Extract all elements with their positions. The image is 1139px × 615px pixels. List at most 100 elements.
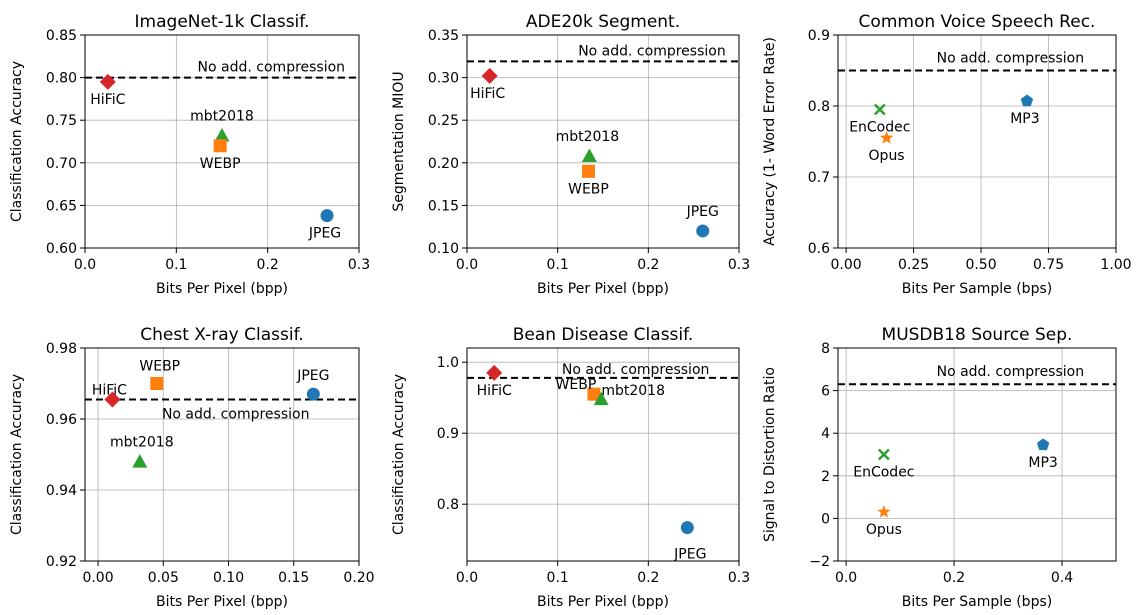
chart-title: ImageNet-1k Classif. [135, 12, 310, 32]
reference-line-label: No add. compression [198, 60, 346, 76]
y-tick-label: 0.8 [808, 99, 830, 115]
point-webp [587, 387, 601, 401]
y-tick-label: 0.92 [46, 554, 77, 570]
point-mbt2018 [581, 148, 597, 162]
x-tick-label: 0.10 [213, 570, 244, 586]
x-tick-label: 0.00 [82, 570, 113, 586]
x-tick-label: 0.3 [348, 257, 370, 273]
x-tick-label: 0.20 [343, 570, 374, 586]
x-axis-label: Bits Per Sample (bps) [902, 281, 1052, 297]
panel-1: No add. compression HiFiC mbt2018 WEBP JPEG 0… [9, 12, 370, 297]
point-label-mp3: MP3 [1010, 111, 1039, 127]
point-label-mbt2018: mbt2018 [601, 383, 665, 399]
point-label-encodec: EnCodec [853, 465, 914, 481]
panel-4: No add. compression HiFiC WEBP JPEG mbt2018 0… [9, 325, 375, 610]
y-axis-label: Classification Accuracy [9, 61, 25, 222]
point-webp [213, 139, 227, 153]
y-tick-label: 0.20 [428, 156, 459, 172]
x-tick-label: 0.2 [257, 257, 279, 273]
x-axis-label: Bits Per Pixel (bpp) [156, 281, 288, 297]
y-tick-label: 0.9 [437, 426, 459, 442]
y-tick-label: 0.98 [46, 341, 77, 357]
y-tick-label: 0 [821, 511, 830, 527]
y-tick-label: 0.6 [808, 241, 830, 257]
x-tick-label: 0.75 [1033, 257, 1064, 273]
x-axis-label: Bits Per Pixel (bpp) [537, 594, 669, 610]
reference-line-label: No add. compression [937, 364, 1085, 380]
y-tick-label: 0.10 [428, 241, 459, 257]
reference-line-label: No add. compression [162, 406, 310, 422]
point-hific [486, 364, 503, 381]
point-label-jpeg: JPEG [296, 368, 329, 384]
x-tick-label: 0.2 [637, 257, 659, 273]
point-label-encodec: EnCodec [849, 120, 910, 136]
axes-frame [466, 34, 740, 249]
y-axis-label: Segmentation MIOU [391, 71, 407, 211]
y-tick-label: 0.15 [428, 198, 459, 214]
point-label-opus: Opus [866, 522, 902, 538]
y-tick-label: −2 [809, 554, 830, 570]
reference-line-label: No add. compression [937, 51, 1085, 67]
panel-5: No add. compression HiFiC WEBP mbt2018 JPEG 0… [391, 325, 750, 610]
y-tick-label: 8 [821, 341, 830, 357]
y-tick-label: 0.70 [46, 156, 77, 172]
point-mp3 [1036, 438, 1050, 451]
x-tick-label: 0.2 [637, 570, 659, 586]
axes-frame [837, 34, 1117, 249]
point-label-mp3: MP3 [1028, 455, 1057, 471]
y-tick-label: 0.8 [437, 497, 459, 513]
point-label-hific: HiFiC [90, 92, 125, 108]
y-axis-label: Accuracy (1- Word Error Rate) [762, 37, 778, 246]
x-tick-label: 0.4 [1051, 570, 1073, 586]
point-label-mbt2018: mbt2018 [110, 435, 174, 451]
point-label-jpeg: JPEG [673, 547, 706, 563]
point-label-mbt2018: mbt2018 [190, 109, 254, 125]
point-label-webp: WEBP [200, 156, 241, 172]
x-tick-label: 0.05 [148, 570, 179, 586]
point-label-webp: WEBP [139, 359, 180, 375]
x-tick-label: 0.1 [547, 257, 569, 273]
chart-title: Bean Disease Classif. [513, 325, 694, 345]
point-label-webp: WEBP [556, 377, 597, 393]
y-tick-label: 0.94 [46, 483, 77, 499]
x-tick-label: 0.50 [965, 257, 996, 273]
y-tick-label: 6 [821, 384, 830, 400]
axes-frame [466, 347, 740, 562]
panel-3: No add. compression EnCodec Opus MP3 0.00 0.2… [762, 12, 1132, 297]
y-tick-label: 0.80 [46, 71, 77, 87]
axes-frame [837, 347, 1117, 562]
panel-2: No add. compression HiFiC mbt2018 WEBP JPEG 0… [391, 12, 750, 297]
reference-line-label: No add. compression [578, 43, 726, 59]
point-opus [879, 130, 894, 144]
x-tick-label: 0.0 [456, 257, 478, 273]
point-label-hific: HiFiC [470, 86, 505, 102]
y-axis-label: Signal to Distortion Ratio [762, 367, 778, 542]
y-tick-label: 0.25 [428, 113, 459, 129]
point-mp3 [1020, 94, 1034, 107]
chart-title: ADE20k Segment. [526, 12, 680, 32]
chart-title: MUSDB18 Source Sep. [882, 325, 1073, 345]
x-tick-label: 0.3 [728, 257, 750, 273]
point-hific [104, 391, 121, 408]
x-tick-label: 0.1 [547, 570, 569, 586]
x-tick-label: 0.25 [898, 257, 929, 273]
point-jpeg [696, 224, 710, 238]
point-label-webp: WEBP [568, 181, 609, 197]
x-tick-label: 0.1 [165, 257, 187, 273]
point-label-hific: HiFiC [92, 382, 127, 398]
point-webp [150, 377, 164, 390]
point-mbt2018 [214, 128, 230, 142]
point-hific [99, 73, 116, 90]
y-tick-label: 0.96 [46, 412, 77, 428]
y-tick-label: 0.7 [808, 170, 830, 186]
point-encodec [873, 103, 886, 116]
y-tick-label: 0.30 [428, 71, 459, 87]
x-tick-label: 0.0 [835, 570, 857, 586]
chart-title: Chest X-ray Classif. [140, 325, 303, 345]
y-axis-label: Classification Accuracy [391, 374, 407, 535]
x-tick-label: 0.0 [456, 570, 478, 586]
point-label-mbt2018: mbt2018 [556, 129, 620, 145]
y-tick-label: 0.9 [808, 28, 830, 44]
point-encodec [877, 448, 890, 461]
y-tick-label: 0.85 [46, 28, 77, 44]
